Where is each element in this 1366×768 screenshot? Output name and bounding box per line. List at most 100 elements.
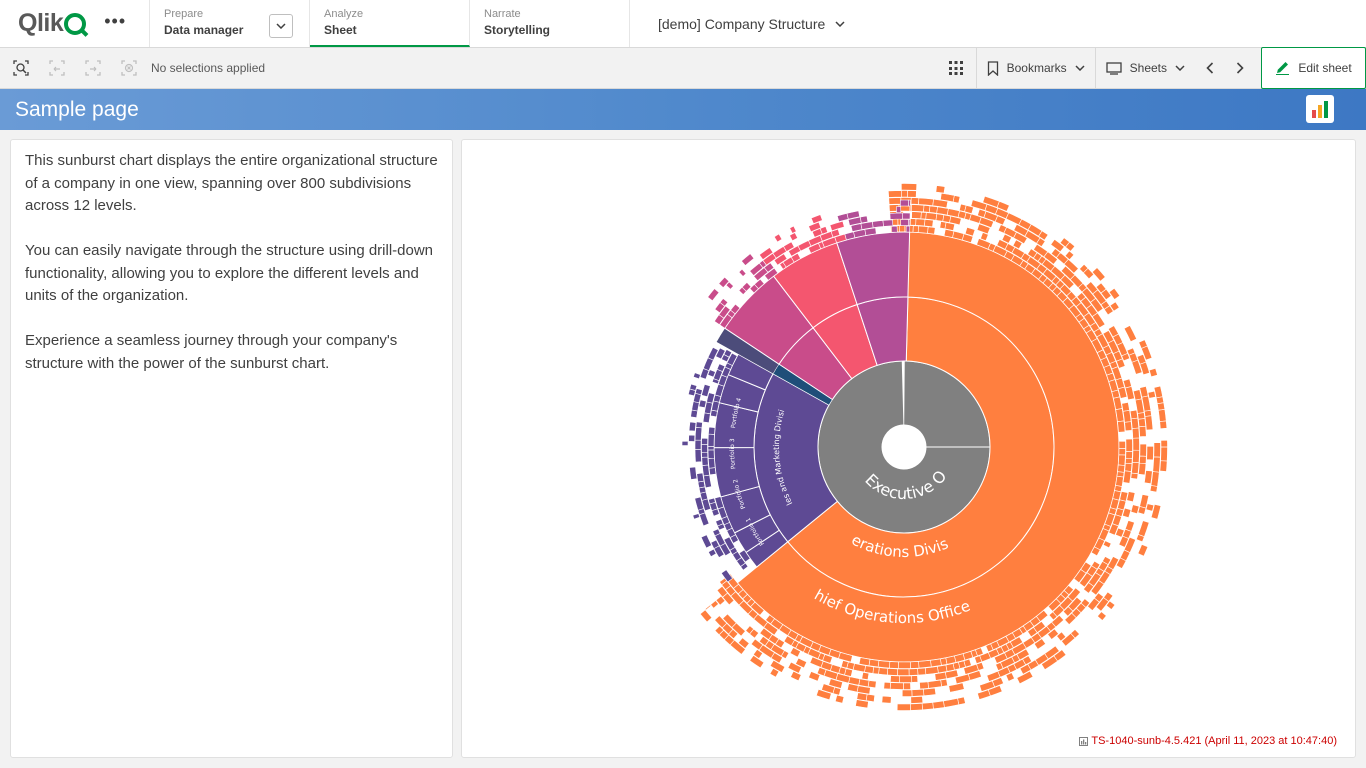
sunburst-leaf-segment[interactable] — [900, 219, 909, 226]
sunburst-leaf-segment[interactable] — [1115, 527, 1125, 538]
sunburst-leaf-segment[interactable] — [856, 692, 868, 702]
sunburst-leaf-segment[interactable] — [710, 600, 719, 609]
sunburst-leaf-segment[interactable] — [1019, 663, 1032, 675]
description-panel[interactable]: This sunburst chart displays the entire … — [10, 139, 453, 758]
sunburst-leaf-segment[interactable] — [1087, 597, 1100, 611]
sunburst-leaf-segment[interactable] — [1012, 239, 1023, 250]
sunburst-leaf-segment[interactable] — [1090, 580, 1105, 596]
sunburst-leaf-segment[interactable] — [878, 667, 889, 676]
sunburst-leaf-segment[interactable] — [790, 670, 802, 682]
sunburst-leaf-segment[interactable] — [890, 675, 900, 683]
sunburst-leaf-segment[interactable] — [715, 595, 726, 606]
sunburst-leaf-segment[interactable] — [692, 372, 701, 380]
sunburst-leaf-segment[interactable] — [689, 383, 698, 391]
sunburst-leaf-segment[interactable] — [816, 666, 827, 677]
sunburst-leaf-segment[interactable] — [1118, 440, 1126, 449]
sunburst-leaf-segment[interactable] — [1048, 611, 1058, 621]
sunburst-leaf-segment[interactable] — [810, 214, 823, 225]
previous-sheet-button[interactable] — [1195, 48, 1225, 88]
sunburst-leaf-segment[interactable] — [1103, 305, 1114, 316]
sunburst-leaf-segment[interactable] — [691, 401, 700, 412]
sunburst-leaf-segment[interactable] — [1132, 437, 1140, 451]
sunburst-leaf-segment[interactable] — [1047, 628, 1059, 640]
sunburst-leaf-segment[interactable] — [829, 220, 845, 232]
sunburst-leaf-segment[interactable] — [699, 609, 713, 623]
sunburst-leaf-segment[interactable] — [763, 262, 775, 273]
sunburst-leaf-segment[interactable] — [949, 215, 962, 226]
edit-sheet-button[interactable]: Edit sheet — [1261, 46, 1366, 89]
sunburst-leaf-segment[interactable] — [902, 212, 911, 220]
sunburst-leaf-segment[interactable] — [993, 652, 1008, 664]
sunburst-leaf-segment[interactable] — [910, 197, 920, 205]
sunburst-leaf-segment[interactable] — [937, 664, 948, 674]
sunburst-leaf-segment[interactable] — [888, 190, 902, 198]
sunburst-leaf-segment[interactable] — [1117, 464, 1126, 473]
sunburst-leaf-segment[interactable] — [707, 346, 719, 361]
sunburst-leaf-segment[interactable] — [1082, 267, 1095, 280]
sunburst-leaf-segment[interactable] — [908, 199, 911, 207]
sunburst-leaf-segment[interactable] — [976, 223, 991, 235]
sunburst-leaf-segment[interactable] — [698, 399, 707, 409]
sunburst-leaf-segment[interactable] — [1064, 612, 1077, 625]
sunburst-leaf-segment[interactable] — [1050, 238, 1065, 253]
sunburst-leaf-segment[interactable] — [911, 204, 925, 213]
sunburst-leaf-segment[interactable] — [978, 216, 994, 229]
sunburst-leaf-segment[interactable] — [1065, 241, 1076, 252]
sunburst-leaf-segment[interactable] — [915, 218, 926, 227]
sunburst-leaf-segment[interactable] — [1095, 597, 1110, 612]
next-sheet-button[interactable] — [1225, 48, 1255, 88]
sunburst-leaf-segment[interactable] — [1062, 606, 1074, 617]
sunburst-leaf-segment[interactable] — [741, 253, 755, 266]
sunburst-leaf-segment[interactable] — [723, 536, 736, 551]
sunburst-leaf-segment[interactable] — [1138, 425, 1147, 437]
sunburst-leaf-segment[interactable] — [1078, 572, 1093, 588]
sunburst-leaf-segment[interactable] — [702, 464, 710, 477]
sunburst-leaf-segment[interactable] — [749, 654, 765, 669]
sunburst-leaf-segment[interactable] — [917, 667, 927, 676]
sunburst-leaf-segment[interactable] — [1109, 301, 1120, 312]
sunburst-leaf-segment[interactable] — [789, 232, 799, 242]
sunburst-leaf-segment[interactable] — [855, 699, 869, 709]
sheets-button[interactable]: Sheets — [1096, 48, 1195, 88]
sunburst-leaf-segment[interactable] — [1131, 359, 1143, 375]
sunburst-leaf-segment[interactable] — [759, 627, 773, 641]
sunburst-leaf-segment[interactable] — [977, 689, 991, 700]
sunburst-leaf-segment[interactable] — [1038, 230, 1049, 241]
sunburst-leaf-segment[interactable] — [925, 212, 938, 221]
sunburst-leaf-segment[interactable] — [1150, 504, 1162, 520]
sunburst-center[interactable] — [883, 426, 925, 468]
sunburst-leaf-segment[interactable] — [1159, 460, 1168, 472]
sunburst-leaf-segment[interactable] — [1160, 439, 1168, 448]
sunburst-leaf-segment[interactable] — [1100, 288, 1112, 301]
sunburst-leaf-segment[interactable] — [769, 659, 786, 673]
sunburst-leaf-segment[interactable] — [795, 657, 808, 669]
sunburst-leaf-segment[interactable] — [789, 647, 801, 658]
tab-narrate[interactable]: Narrate Storytelling — [470, 0, 630, 47]
sunburst-leaf-segment[interactable] — [864, 665, 875, 674]
sunburst-leaf-segment[interactable] — [692, 513, 701, 520]
sunburst-leaf-segment[interactable] — [714, 615, 728, 629]
sunburst-leaf-segment[interactable] — [1122, 507, 1132, 519]
sunburst-leaf-segment[interactable] — [1083, 582, 1095, 594]
sunburst-leaf-segment[interactable] — [1135, 534, 1145, 543]
sunburst-leaf-segment[interactable] — [752, 648, 764, 660]
sunburst-leaf-segment[interactable] — [952, 195, 961, 204]
sunburst-leaf-segment[interactable] — [694, 439, 702, 450]
sunburst-leaf-segment[interactable] — [1036, 237, 1046, 248]
sunburst-leaf-segment[interactable] — [1144, 415, 1154, 431]
sunburst-leaf-segment[interactable] — [961, 233, 974, 244]
sunburst-leaf-segment[interactable] — [909, 218, 917, 226]
sunburst-leaf-segment[interactable] — [1091, 267, 1106, 282]
sunburst-leaf-segment[interactable] — [715, 518, 724, 527]
sunburst-leaf-segment[interactable] — [809, 656, 824, 668]
sunburst-leaf-segment[interactable] — [723, 349, 733, 358]
sunburst-leaf-segment[interactable] — [1144, 470, 1153, 485]
sunburst-leaf-segment[interactable] — [1115, 475, 1124, 487]
sunburst-leaf-segment[interactable] — [909, 206, 911, 213]
sunburst-leaf-segment[interactable] — [1108, 287, 1121, 300]
sunburst-leaf-segment[interactable] — [908, 668, 919, 676]
sunburst-leaf-segment[interactable] — [720, 569, 733, 583]
sunburst-leaf-segment[interactable] — [954, 673, 971, 685]
sunburst-leaf-segment[interactable] — [1152, 456, 1161, 473]
sunburst-leaf-segment[interactable] — [750, 638, 764, 651]
